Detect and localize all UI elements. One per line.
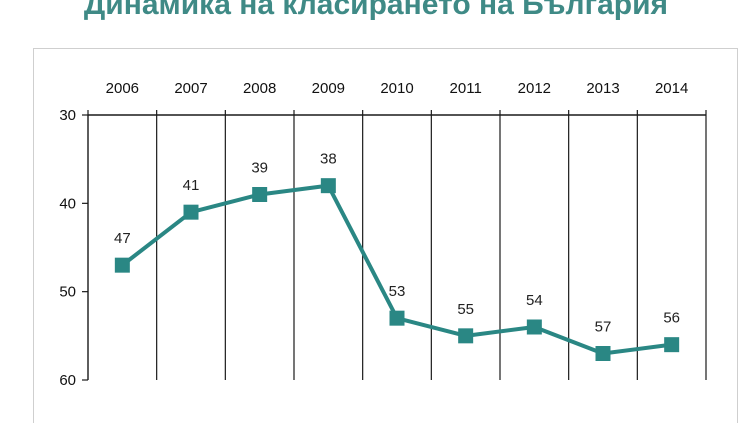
y-tick-label: 30 bbox=[59, 107, 76, 124]
data-point-marker bbox=[526, 319, 542, 335]
data-label: 47 bbox=[114, 230, 131, 247]
chart-title: Динамика на класирането на България bbox=[83, 0, 669, 21]
data-label: 39 bbox=[251, 160, 268, 177]
data-point-marker bbox=[252, 187, 268, 202]
data-point-marker bbox=[458, 328, 474, 344]
y-tick-label: 40 bbox=[59, 195, 76, 212]
x-tick-label: 2008 bbox=[243, 80, 276, 97]
x-tick-label: 2009 bbox=[312, 80, 345, 97]
data-label: 41 bbox=[183, 177, 200, 194]
x-tick-label: 2010 bbox=[380, 80, 413, 97]
data-point-marker bbox=[320, 178, 336, 194]
data-label: 54 bbox=[526, 292, 543, 309]
x-tick-label: 2011 bbox=[450, 80, 482, 97]
chart-frame bbox=[33, 48, 738, 423]
x-tick-label: 2006 bbox=[106, 80, 139, 97]
series-line bbox=[121, 183, 672, 356]
data-label: 55 bbox=[457, 301, 474, 318]
data-label: 56 bbox=[663, 310, 680, 327]
data-point-marker bbox=[183, 204, 199, 220]
data-label: 57 bbox=[595, 319, 612, 336]
x-tick-label: 2013 bbox=[586, 80, 619, 97]
data-point-marker bbox=[389, 310, 405, 326]
data-point-marker bbox=[595, 346, 611, 361]
y-tick-label: 50 bbox=[59, 284, 76, 301]
data-label: 38 bbox=[320, 151, 337, 168]
x-tick-label: 2012 bbox=[518, 80, 551, 97]
x-tick-label: 2007 bbox=[174, 80, 207, 97]
data-label: 53 bbox=[389, 283, 406, 300]
data-point-marker bbox=[114, 257, 130, 273]
y-tick-label: 60 bbox=[59, 372, 76, 389]
x-tick-label: 2014 bbox=[655, 80, 688, 97]
data-point-marker bbox=[664, 337, 680, 353]
